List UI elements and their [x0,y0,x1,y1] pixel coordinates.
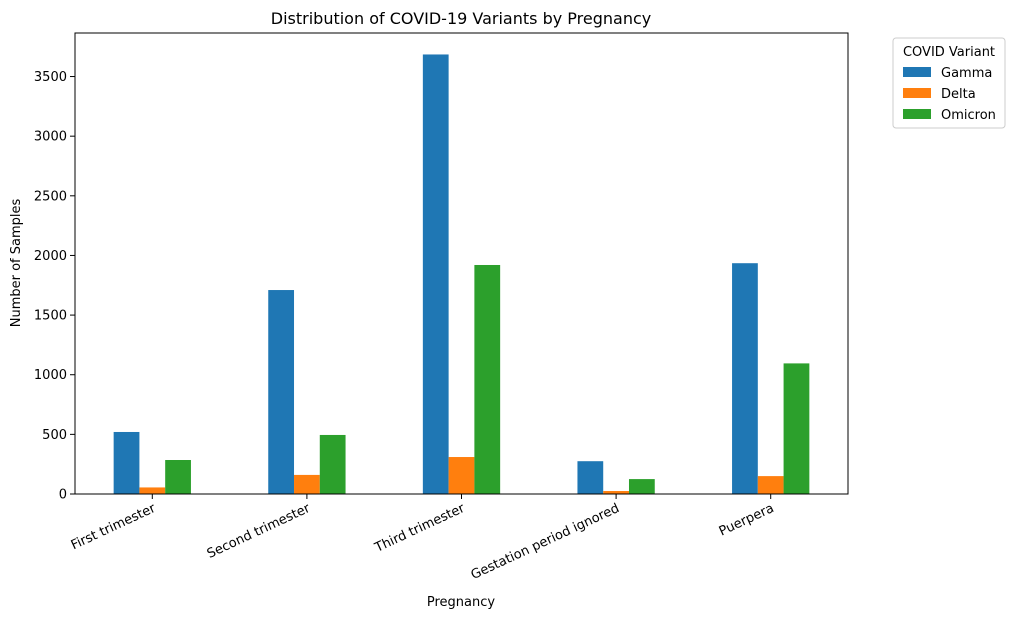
bar-delta-4 [757,476,784,494]
legend-box [892,37,1006,129]
y-tick-label-4: 2000 [34,249,67,264]
y-tick-label-0: 0 [59,488,67,503]
bar-delta-3 [603,491,629,494]
legend-label-gamma: Gamma [941,66,992,81]
bar-omicron-2 [474,264,501,494]
y-tick-label-5: 2500 [34,189,67,204]
x-tick-label-4: Puerpera [717,501,777,539]
bar-gamma-4 [732,263,758,494]
bar-delta-0 [139,487,166,494]
bar-gamma-0 [113,431,140,494]
x-tick-label-2: Third trimester [372,501,468,556]
x-tick-label-1: Second trimester [205,501,313,562]
legend-swatch-delta [903,88,931,98]
y-tick-label-1: 500 [42,428,67,443]
bar-gamma-2 [422,54,449,494]
bar-omicron-1 [319,434,346,494]
bar-gamma-1 [268,290,295,494]
bar-omicron-4 [783,363,810,494]
legend-label-omicron: Omicron [941,108,996,123]
y-tick-label-2: 1000 [34,368,67,383]
x-tick-label-0: First trimester [69,501,159,554]
bar-delta-1 [294,474,320,494]
bars-layer [113,54,810,494]
bar-omicron-0 [165,460,191,494]
x-tick-label-3: Gestation period ignored [469,501,622,583]
legend-swatch-gamma [903,67,931,77]
bar-gamma-3 [577,461,604,494]
legend-title: COVID Variant [903,45,995,60]
legend-swatch-omicron [903,109,931,119]
y-tick-label-3: 1500 [34,309,67,324]
legend-label-delta: Delta [941,87,976,102]
legend: COVID Variant Gamma Delta Omicron [892,37,1006,129]
chart-title: Distribution of COVID-19 Variants by Pre… [271,9,651,28]
x-axis-title: Pregnancy [427,595,496,610]
y-tick-label-6: 3000 [34,130,67,145]
bar-delta-2 [448,457,475,494]
y-axis-title: Number of Samples [9,199,24,328]
y-tick-label-7: 3500 [34,70,67,85]
bar-omicron-3 [628,479,655,494]
